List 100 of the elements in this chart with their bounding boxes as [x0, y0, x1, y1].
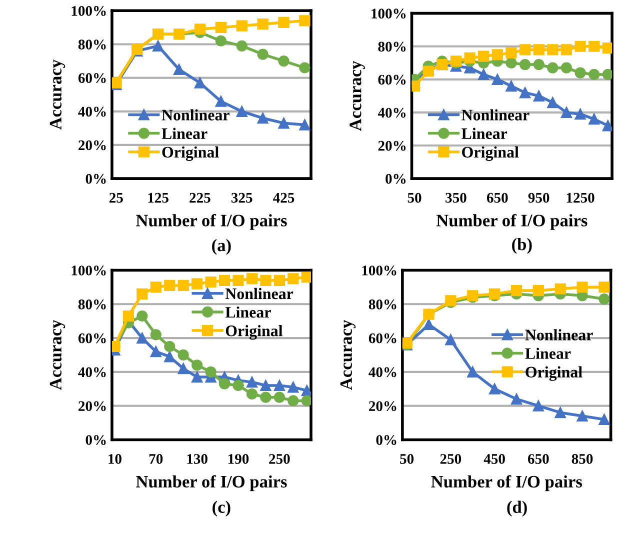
- point: [218, 378, 230, 390]
- point: [492, 49, 503, 60]
- point: [136, 310, 148, 322]
- point: [136, 288, 148, 300]
- point: [301, 271, 311, 283]
- y-tick-label: 0%: [386, 174, 406, 184]
- point: [260, 392, 272, 403]
- x-tick-label: 225: [190, 192, 210, 203]
- y-tick-label: 0%: [376, 435, 396, 445]
- point: [164, 280, 176, 292]
- point: [510, 285, 522, 296]
- legend-label: Original: [226, 325, 283, 340]
- point: [588, 68, 600, 80]
- point: [554, 283, 566, 294]
- legend-label: Nonlinear: [525, 329, 593, 340]
- x-tick-label: 350: [446, 192, 466, 203]
- point: [532, 400, 544, 412]
- point: [506, 80, 517, 92]
- point: [574, 108, 586, 120]
- point: [150, 329, 162, 340]
- y-tick-label: 40%: [78, 106, 106, 117]
- y-tick-label: 20%: [78, 140, 106, 150]
- y-tick-label: 40%: [368, 367, 396, 378]
- y-tick-label: 40%: [78, 367, 106, 378]
- y-tick-label: 20%: [369, 401, 396, 412]
- point: [506, 47, 517, 59]
- x-tick-label: 850: [572, 454, 593, 464]
- y-axis-title: Accuracy: [340, 320, 356, 390]
- point: [598, 282, 610, 293]
- x-tick-label: 130: [187, 454, 208, 464]
- point: [288, 273, 299, 284]
- point: [588, 40, 600, 52]
- point: [576, 410, 588, 422]
- point: [246, 388, 258, 400]
- point: [588, 114, 600, 125]
- point: [152, 40, 164, 52]
- point: [532, 285, 544, 296]
- point: [288, 395, 299, 406]
- point: [257, 48, 268, 60]
- point: [257, 112, 268, 124]
- legend-label: Original: [462, 146, 519, 161]
- x-axis-title: Number of I/O pairs: [436, 214, 588, 230]
- point: [299, 15, 310, 26]
- point: [215, 22, 226, 34]
- point: [602, 42, 612, 54]
- point: [257, 18, 268, 30]
- point: [136, 332, 148, 344]
- legend-label: Nonlinear: [162, 109, 230, 120]
- point: [445, 334, 456, 346]
- point: [164, 340, 176, 352]
- point: [301, 385, 311, 396]
- point: [519, 58, 531, 70]
- point: [260, 380, 272, 392]
- point: [574, 67, 586, 78]
- point: [178, 362, 189, 374]
- x-axis-title: Number of I/O pairs: [136, 475, 287, 492]
- point: [288, 382, 299, 393]
- y-tick-label: 100%: [72, 6, 106, 16]
- point: [560, 44, 572, 56]
- x-tick-label: 950: [528, 192, 550, 203]
- point: [467, 366, 478, 378]
- y-tick-label: 60%: [368, 333, 396, 344]
- x-tick-label: 250: [440, 454, 462, 464]
- point: [422, 66, 434, 77]
- point: [547, 44, 558, 56]
- text: (c): [212, 500, 230, 516]
- legend-label: Linear: [162, 128, 208, 140]
- point: [274, 380, 285, 392]
- y-tick-label: 80%: [368, 299, 396, 310]
- x-tick-label: 650: [528, 454, 549, 464]
- point: [194, 24, 206, 35]
- point: [150, 282, 162, 293]
- point: [492, 74, 503, 85]
- point: [560, 106, 572, 118]
- point: [506, 57, 517, 68]
- legend-label: Nonlinear: [225, 288, 294, 300]
- legend-label: Original: [162, 146, 219, 161]
- point: [173, 64, 185, 75]
- y-tick-label: 0%: [86, 174, 106, 184]
- point: [232, 274, 244, 286]
- point: [218, 274, 230, 286]
- point: [510, 393, 522, 405]
- y-axis-title: Accuracy: [50, 320, 66, 390]
- y-tick-label: 40%: [378, 108, 406, 118]
- point: [533, 90, 544, 102]
- y-tick-label: 0%: [86, 435, 106, 445]
- x-tick-label: 250: [269, 454, 290, 464]
- x-tick-label: 1250: [566, 192, 594, 203]
- x-tick-label: 10: [108, 454, 122, 464]
- point: [423, 318, 434, 330]
- point: [554, 407, 566, 418]
- point: [236, 20, 248, 32]
- y-axis-title: Accuracy: [50, 60, 66, 130]
- point: [164, 351, 176, 362]
- point: [260, 274, 272, 286]
- point: [478, 68, 490, 80]
- point: [232, 380, 244, 392]
- point: [192, 278, 203, 290]
- point: [299, 119, 310, 130]
- point: [547, 62, 558, 74]
